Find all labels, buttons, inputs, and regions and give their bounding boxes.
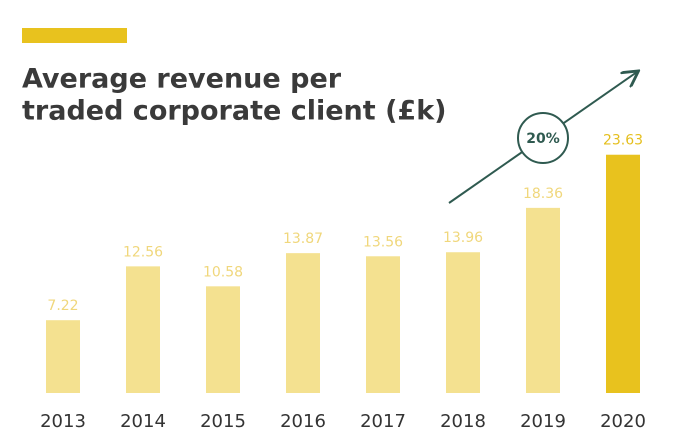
chart-title: traded corporate client (£k): [22, 96, 447, 127]
value-label: 13.87: [283, 231, 323, 247]
value-label: 10.58: [203, 264, 243, 280]
bar: [46, 320, 80, 393]
x-tick-label: 2015: [200, 411, 246, 432]
bar: [206, 286, 240, 393]
x-tick-label: 2016: [280, 411, 326, 432]
x-tick-label: 2018: [440, 411, 486, 432]
x-tick-label: 2020: [600, 411, 646, 432]
value-label: 18.36: [523, 186, 563, 202]
x-tick-label: 2017: [360, 411, 406, 432]
bar: [286, 253, 320, 393]
bar: [606, 154, 640, 393]
bar: [126, 266, 160, 393]
bar: [526, 207, 560, 393]
value-label: 12.56: [123, 244, 163, 260]
value-label: 13.96: [443, 230, 483, 246]
annotation: 20%: [526, 131, 560, 147]
value-label: 7.22: [47, 298, 78, 314]
x-tick-label: 2013: [40, 411, 86, 432]
x-tick-label: 2019: [520, 411, 566, 432]
bar: [446, 252, 480, 393]
value-label: 23.63: [603, 133, 643, 149]
annotation-circle: [517, 112, 569, 164]
value-label: 13.56: [363, 234, 403, 250]
accent-bar: [22, 28, 127, 43]
bar: [366, 256, 400, 393]
x-tick-label: 2014: [120, 411, 166, 432]
chart-title: Average revenue per: [22, 64, 342, 95]
